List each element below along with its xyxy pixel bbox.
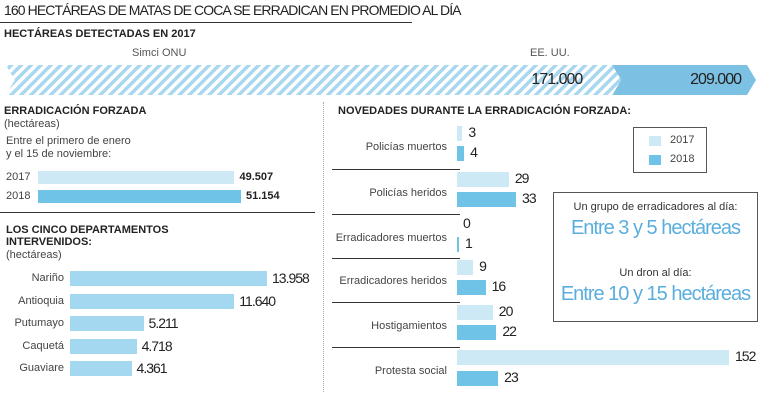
eradication-bar-2018 (38, 190, 241, 203)
eradication-value-2017: 49.507 (239, 171, 274, 183)
novedad-bar-2017 (457, 305, 493, 320)
eradication-chart: 2017 49.507 2018 51.154 (0, 168, 315, 208)
detected-title: HECTÁREAS DETECTADAS EN 2017 (4, 28, 196, 40)
novedad-separator (332, 258, 460, 259)
eradication-separator (0, 212, 315, 213)
value-label-simci: 171.000 (531, 71, 583, 88)
novedad-label: Protesta social (374, 365, 447, 377)
novedad-bar-2017 (457, 260, 474, 275)
department-bar (70, 361, 132, 376)
novedad-label: Hostigamientos (371, 320, 447, 332)
department-label: Caquetá (22, 339, 64, 352)
novedad-value-2017: 29 (514, 170, 530, 186)
title-underline (0, 22, 412, 23)
legend-label-2017: 2017 (670, 134, 695, 146)
department-label: Putumayo (14, 317, 64, 329)
department-value: 4.361 (136, 360, 168, 376)
legend-swatch-2018 (649, 155, 661, 165)
departments-chart: Nariño 13.958 Antioquia 11.640 Putumayo 5.211… (0, 268, 315, 383)
novedad-value-2017: 152 (735, 348, 756, 364)
department-value: 5.211 (148, 315, 179, 331)
novedad-bar-2018 (457, 192, 517, 207)
novedad-label: Policías heridos (369, 187, 447, 199)
column-divider (323, 102, 324, 392)
novedad-bar-2018 (457, 280, 486, 295)
bar-simci (6, 65, 622, 95)
info-drone-label: Un dron al día: (619, 267, 692, 279)
department-label: Nariño (31, 272, 64, 284)
departments-title-line1: LOS CINCO DEPARTAMENTOS (6, 224, 169, 236)
legend-label-2018: 2018 (670, 153, 695, 165)
department-bar (70, 338, 137, 354)
eradication-note-line2: y el 15 de noviembre: (6, 148, 112, 160)
novedad-bar-2017 (457, 350, 729, 365)
novedad-value-2017: 0 (463, 215, 471, 231)
legend-swatch-2017 (649, 136, 661, 146)
novedad-value-2017: 20 (498, 303, 514, 319)
department-value: 4.718 (141, 337, 173, 354)
novedad-value-2017: 3 (468, 124, 476, 140)
novedad-label: Policías muertos (365, 141, 447, 153)
detected-bars (6, 65, 756, 95)
info-box: Un grupo de erradicadores al día: Entre … (553, 192, 758, 322)
eradication-bar-2017 (38, 171, 235, 184)
novedad-separator (332, 214, 460, 215)
eradication-unit: (hectáreas) (4, 118, 60, 130)
novedad-bar-2017 (457, 172, 509, 187)
eradication-title: ERRADICACIÓN FORZADA (4, 105, 147, 117)
novedad-bar-2018 (457, 371, 499, 386)
novedades-chart: Policías muertos 3 4 Policías heridos 29 33 Er… (325, 124, 765, 394)
departments-unit: (hectáreas) (6, 249, 62, 261)
detected-label-simci: Simci ONU (132, 47, 187, 59)
eradication-note-line1: Entre el primero de enero (6, 135, 131, 147)
novedad-value-2018: 4 (470, 144, 478, 160)
value-label-usa: 209.000 (690, 71, 742, 88)
detected-label-usa: EE. UU. (530, 47, 570, 59)
novedad-bar-2018 (457, 146, 465, 161)
page-title: 160 HECTÁREAS DE MATAS DE COCA SE ERRADI… (4, 2, 462, 18)
department-bar (70, 316, 144, 331)
novedad-separator (332, 169, 460, 170)
novedad-value-2018: 16 (491, 278, 507, 294)
department-label: Antioquia (18, 294, 64, 307)
novedad-value-2018: 23 (504, 369, 519, 385)
legend: 2017 2018 (633, 127, 707, 173)
novedad-separator (332, 347, 460, 348)
eradication-year-label: 2017 (6, 171, 31, 183)
novedad-value-2017: 9 (479, 258, 487, 274)
novedad-value-2018: 1 (465, 235, 473, 251)
department-value: 13.958 (272, 270, 310, 286)
novedad-separator (332, 302, 460, 303)
novedad-bar-2018 (457, 237, 459, 252)
novedad-label: Erradicadores muertos (335, 232, 447, 244)
department-bar (70, 271, 267, 286)
novedad-bar-2018 (457, 325, 497, 340)
novedad-bar-2017 (457, 126, 463, 141)
info-drone-value: Entre 10 y 15 hectáreas (560, 283, 751, 305)
department-label: Guaviare (19, 362, 64, 374)
department-bar (70, 293, 235, 309)
info-group-value: Entre 3 y 5 hectáreas (570, 217, 741, 239)
novedad-label: Erradicadores heridos (339, 275, 447, 287)
departments-title-line2: INTERVENIDOS: (6, 236, 92, 248)
info-group-label: Un grupo de erradicadores al día: (573, 201, 738, 213)
eradication-value-2018: 51.154 (246, 190, 280, 202)
novedad-value-2018: 33 (522, 190, 537, 206)
novedades-title: NOVEDADES DURANTE LA ERRADICACIÓN FORZAD… (338, 105, 631, 117)
novedad-value-2018: 22 (502, 323, 517, 339)
department-value: 11.640 (239, 292, 276, 309)
eradication-year-label: 2018 (6, 190, 31, 202)
